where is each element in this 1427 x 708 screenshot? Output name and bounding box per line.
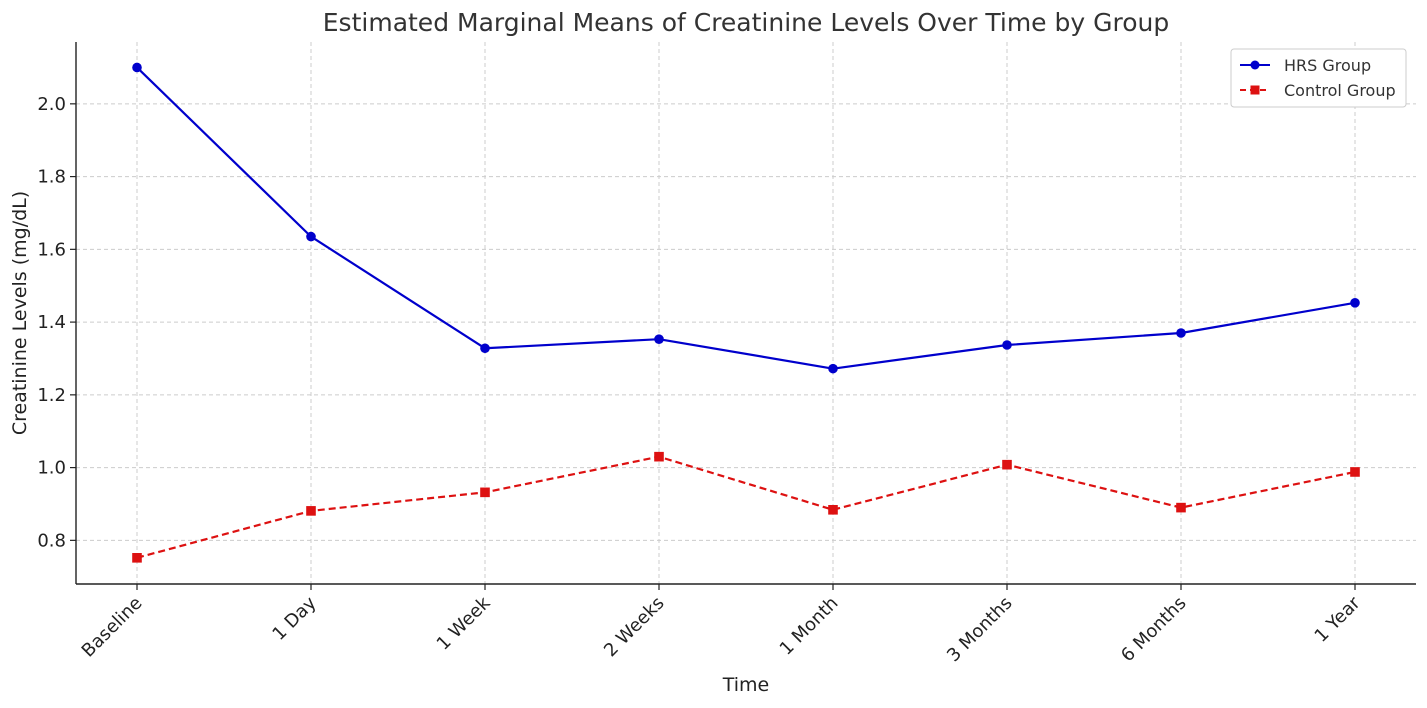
series-line-hrs bbox=[136, 66, 1356, 370]
x-tick-label: 1 Year bbox=[1311, 592, 1365, 646]
data-point-hrs bbox=[654, 334, 664, 344]
data-point-control bbox=[480, 487, 490, 498]
x-tick-label: 3 Months bbox=[943, 593, 1017, 667]
x-tick-label: 2 Weeks bbox=[600, 593, 669, 662]
data-point-control bbox=[1176, 502, 1186, 513]
data-point-control bbox=[654, 451, 664, 462]
y-tick-label: 2.0 bbox=[37, 94, 66, 115]
y-tick-label: 1.4 bbox=[37, 312, 66, 333]
x-tick-label: 6 Months bbox=[1117, 593, 1191, 667]
y-tick-label: 1.6 bbox=[37, 239, 66, 260]
legend-label-hrs: HRS Group bbox=[1284, 56, 1371, 75]
y-tick-label: 1.8 bbox=[37, 167, 66, 188]
legend-marker-control bbox=[1250, 85, 1260, 95]
data-point-control bbox=[132, 553, 142, 563]
data-point-control bbox=[1350, 467, 1360, 477]
data-point-control bbox=[1002, 459, 1012, 470]
data-point-control bbox=[828, 504, 838, 515]
axes-frame bbox=[75, 42, 1416, 585]
data-point-hrs bbox=[132, 62, 142, 73]
legend-marker-hrs bbox=[1250, 60, 1260, 70]
y-axis-label: Creatinine Levels (mg/dL) bbox=[9, 191, 31, 435]
data-point-hrs bbox=[306, 231, 316, 242]
series-group bbox=[132, 62, 1360, 563]
grid-lines bbox=[76, 42, 1416, 584]
x-tick-label: Baseline bbox=[78, 593, 147, 662]
data-point-hrs bbox=[1002, 340, 1012, 350]
legend-label-control: Control Group bbox=[1284, 81, 1396, 100]
x-tick-label: 1 Week bbox=[433, 592, 495, 654]
legend: HRS Group Control Group bbox=[1230, 48, 1407, 108]
y-tick-label: 1.2 bbox=[37, 385, 66, 406]
y-tick-label: 1.0 bbox=[37, 458, 66, 479]
chart-title: Estimated Marginal Means of Creatinine L… bbox=[323, 8, 1169, 37]
x-axis-label: Time bbox=[722, 674, 770, 696]
data-point-hrs bbox=[480, 343, 490, 354]
axis-ticks: 0.8 1.0 1.2 1.4 1.6 1.8 2.0 Baseline 1 Day 1 Week… bbox=[37, 94, 1365, 666]
legend-box bbox=[1230, 48, 1407, 108]
series-line-control bbox=[136, 455, 1356, 559]
x-tick-label: 1 Month bbox=[776, 593, 843, 660]
data-point-hrs bbox=[1350, 298, 1360, 308]
data-point-control bbox=[306, 506, 316, 516]
data-point-hrs bbox=[828, 363, 838, 374]
y-tick-label: 0.8 bbox=[37, 530, 66, 551]
data-point-hrs bbox=[1176, 328, 1186, 338]
x-tick-label: 1 Day bbox=[268, 592, 320, 644]
